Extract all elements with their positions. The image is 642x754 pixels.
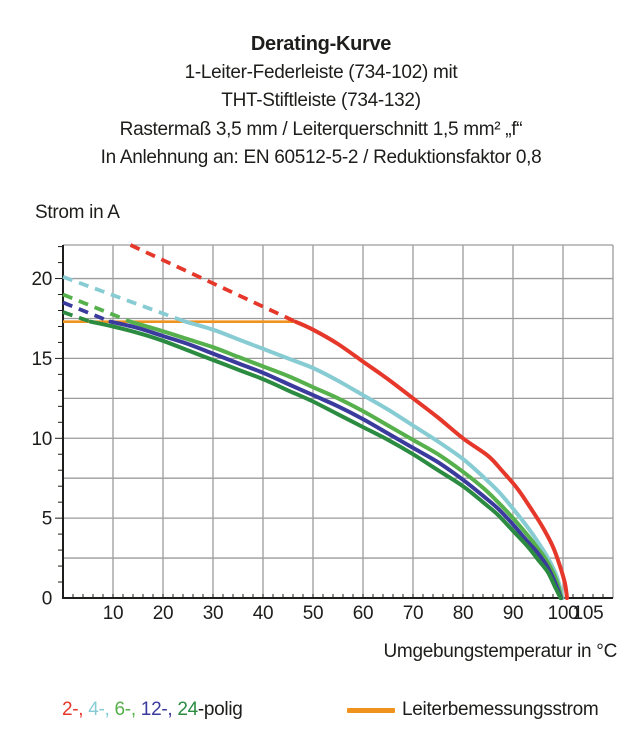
chart-title-block: Derating-Kurve 1-Leiter-Federleiste (734… [0, 30, 642, 173]
x-tick-label: 30 [203, 603, 224, 624]
series-24-polig-dashed-curve [62, 310, 92, 324]
chart-subtitle-line-1: 1-Leiter-Federleiste (734-102) mit [184, 61, 458, 83]
x-axis-title: Umgebungstemperatur in °C [383, 641, 618, 662]
chart-subtitle-line-2: THT-Stiftleiste (734-132) [221, 90, 421, 111]
x-tick-label: 50 [303, 603, 324, 624]
y-tick-label: 5 [42, 509, 52, 530]
series-6-polig-curve [128, 319, 564, 600]
legend-pole-segment: 4-, [88, 699, 115, 720]
y-axis-title: Strom in A [35, 202, 120, 223]
poles-legend: 2-, 4-, 6-, 12-, 24-polig [62, 697, 243, 723]
x-tick-label: 80 [453, 603, 474, 624]
reference-legend: Leiterbemessungsstrom [347, 697, 599, 723]
series-12-polig-curve [108, 319, 563, 600]
y-tick-label: 15 [31, 349, 52, 370]
legend-row: 2-, 4-, 6-, 12-, 24-polig Leiterbemessun… [0, 697, 642, 727]
y-tick-label: 20 [31, 269, 52, 290]
series-4-polig-dashed-curve [62, 275, 187, 324]
legend-pole-segment: 24 [177, 699, 198, 720]
chart-subtitle-line-3: Rastermaß 3,5 mm / Leiterquerschnitt 1,5… [119, 118, 523, 140]
chart-subtitle-line-4: In Anlehnung an: EN 60512-5-2 / Reduktio… [100, 147, 542, 168]
x-tick-label: 100 [548, 603, 579, 624]
x-tick-label: 90 [503, 603, 524, 624]
series-4-polig-curve [183, 319, 565, 600]
x-tick-label: 10 [103, 603, 124, 624]
legend-pole-segment: 6-, [114, 699, 141, 720]
x-tick-label: 105 [573, 603, 604, 624]
series-2-polig-dashed-curve [129, 243, 297, 324]
y-tick-label: 10 [31, 429, 52, 450]
reference-line-swatch-icon [347, 707, 395, 713]
series-2-polig-curve [293, 319, 569, 600]
reference-legend-label: Leiterbemessungsstrom [402, 699, 599, 720]
x-tick-label: 60 [353, 603, 374, 624]
x-tick-label: 20 [153, 603, 174, 624]
legend-pole-segment: 12-, [140, 699, 178, 720]
series-24-polig-curve [88, 319, 563, 600]
series-12-polig-dashed-curve [62, 300, 112, 324]
legend-pole-segment: 2-, [62, 699, 89, 720]
y-tick-label: 0 [42, 589, 52, 610]
series-6-polig-dashed-curve [62, 292, 132, 324]
x-tick-label: 70 [403, 603, 424, 624]
legend-pole-segment: -polig [197, 699, 243, 720]
x-tick-label: 40 [253, 603, 274, 624]
chart-title: Derating-Kurve [250, 33, 392, 55]
